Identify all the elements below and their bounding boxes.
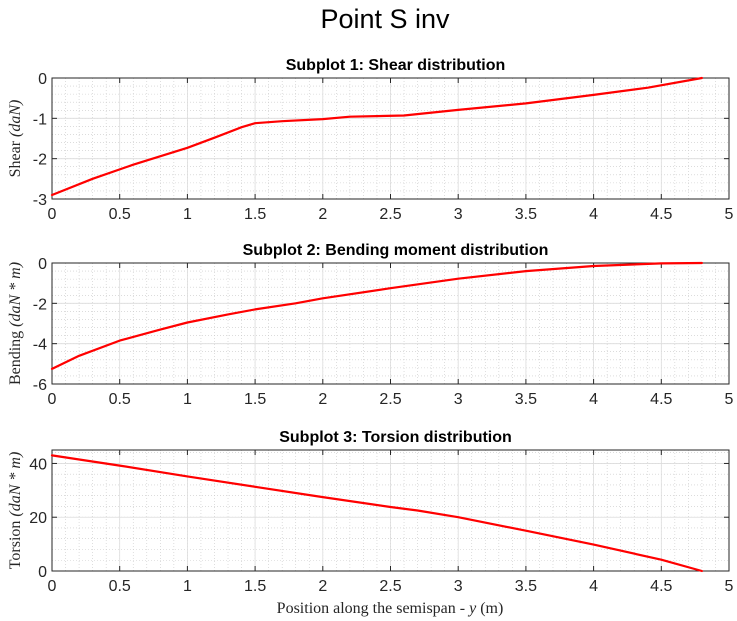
x-tick-label: 4 — [589, 206, 598, 223]
x-tick-label: 0 — [48, 391, 57, 408]
subplot-1: 0 0.5 1 1.5 2 2.5 3 3.5 4 4.5 5 -3 -2 -1 0 Subplot 1: S… — [7, 57, 734, 223]
y-tick-label: -2 — [33, 296, 47, 313]
x-tick-label: 4.5 — [650, 578, 672, 595]
x-tick-label: 4.5 — [650, 206, 672, 223]
y-tick-label: 40 — [29, 456, 47, 473]
x-tick-label: 3 — [454, 391, 463, 408]
y-tick-label: -4 — [33, 337, 47, 354]
y-axis-label-text: Shear — [7, 137, 24, 177]
x-tick-label: 5 — [725, 578, 734, 595]
x-axis-label-unit: (m) — [476, 600, 503, 617]
y-axis-label-unit: (daN * m) — [7, 452, 24, 517]
x-tick-label: 3.5 — [515, 391, 537, 408]
x-tick-label: 2.5 — [379, 578, 401, 595]
series-line — [50, 261, 704, 370]
x-tick-label: 1 — [183, 578, 192, 595]
x-tick-label: 5 — [725, 391, 734, 408]
y-tick-label: -1 — [33, 111, 47, 128]
x-axis-label-text: Position along the semispan - — [277, 600, 469, 617]
x-tick-label: 2.5 — [379, 206, 401, 223]
x-tick-label: 0 — [48, 578, 57, 595]
y-axis-label: Bending (daN * m) — [7, 262, 24, 385]
y-axis-label: Torsion (daN * m) — [7, 452, 24, 570]
x-tick-label: 1.5 — [244, 391, 266, 408]
y-tick-label: -6 — [33, 377, 47, 394]
x-tick-label: 0.5 — [109, 391, 131, 408]
x-tick-label: 1 — [183, 391, 192, 408]
y-tick-label: 20 — [29, 510, 47, 527]
x-axis-label: Position along the semispan - y (m) — [277, 600, 504, 617]
subplot-3: 0 0.5 1 1.5 2 2.5 3 3.5 4 4.5 5 0 20 40 Subplot 3: Tor… — [7, 429, 734, 595]
major-grid — [51, 77, 730, 200]
subplot-title: Subplot 3: Torsion distribution — [279, 429, 512, 446]
subplot-title: Subplot 1: Shear distribution — [286, 57, 506, 74]
x-tick-label: 0.5 — [109, 578, 131, 595]
x-tick-label: 2 — [318, 206, 327, 223]
y-tick-label: -3 — [33, 192, 47, 209]
y-axis-label-text: Torsion — [7, 517, 24, 570]
x-tick-label: 5 — [725, 206, 734, 223]
subplot-title: Subplot 2: Bending moment distribution — [243, 242, 549, 259]
y-axis-label: Shear (daN) — [7, 100, 24, 178]
x-tick-label: 1.5 — [244, 206, 266, 223]
x-tick-label: 3 — [454, 578, 463, 595]
y-axis-label-text: Bending — [7, 327, 24, 385]
y-tick-label: -2 — [33, 152, 47, 169]
subplots: 0 0.5 1 1.5 2 2.5 3 3.5 4 4.5 5 -3 -2 -1 0 Subplot 1: S… — [7, 57, 734, 595]
figure-title: Point S inv — [320, 4, 450, 34]
y-tick-label: 0 — [38, 71, 47, 88]
x-tick-label: 1.5 — [244, 578, 266, 595]
x-tick-label: 3.5 — [515, 578, 537, 595]
y-tick-label: 0 — [38, 564, 47, 581]
x-tick-label: 3.5 — [515, 206, 537, 223]
y-axis-label-unit: (daN) — [7, 100, 24, 137]
subplot-2: 0 0.5 1 1.5 2 2.5 3 3.5 4 4.5 5 -6 -4 -2 0 Subplot 2: B… — [7, 242, 734, 408]
x-tick-label: 4 — [589, 578, 598, 595]
x-tick-label: 0 — [48, 206, 57, 223]
series-line — [50, 76, 704, 197]
x-tick-label: 4.5 — [650, 391, 672, 408]
x-tick-label: 2 — [318, 391, 327, 408]
x-tick-label: 2.5 — [379, 391, 401, 408]
x-tick-label: 3 — [454, 206, 463, 223]
series-line — [50, 454, 704, 573]
x-tick-label: 4 — [589, 391, 598, 408]
major-grid — [51, 262, 730, 385]
y-tick-label: 0 — [38, 256, 47, 273]
x-axis-label-var: y — [467, 600, 477, 617]
x-tick-label: 1 — [183, 206, 192, 223]
x-tick-label: 2 — [318, 578, 327, 595]
x-tick-label: 0.5 — [109, 206, 131, 223]
y-axis-label-unit: (daN * m) — [7, 262, 24, 327]
